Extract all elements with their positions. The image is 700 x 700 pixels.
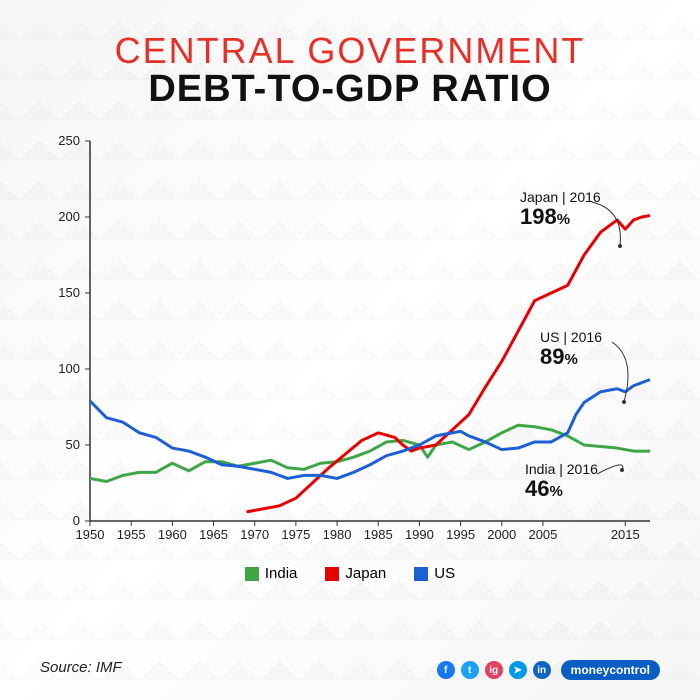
svg-text:150: 150 (58, 285, 80, 300)
callout-us: US | 201689% (540, 330, 602, 370)
svg-text:1995: 1995 (446, 527, 475, 542)
legend-swatch (325, 567, 339, 581)
svg-text:2015: 2015 (611, 527, 640, 542)
legend-item-us: US (414, 565, 455, 582)
svg-text:1970: 1970 (240, 527, 269, 542)
svg-text:1955: 1955 (117, 527, 146, 542)
svg-text:1975: 1975 (281, 527, 310, 542)
title-line-1: CENTRAL GOVERNMENT (40, 30, 660, 72)
svg-text:100: 100 (58, 361, 80, 376)
svg-text:2000: 2000 (487, 527, 516, 542)
legend: India Japan US (40, 565, 660, 582)
legend-label: US (434, 565, 455, 582)
telegram-icon: ➤ (509, 661, 527, 679)
footer-brand: ftig ➤ in moneycontrol (437, 660, 660, 680)
legend-swatch (414, 567, 428, 581)
legend-item-japan: Japan (325, 565, 386, 582)
brand-badge: moneycontrol (561, 660, 660, 680)
instagram-icon: ig (485, 661, 503, 679)
svg-text:1960: 1960 (158, 527, 187, 542)
legend-label: India (265, 565, 298, 582)
legend-swatch (245, 567, 259, 581)
title-line-2: DEBT-TO-GDP RATIO (40, 68, 660, 111)
callout-japan: Japan | 2016198% (520, 190, 601, 230)
twitter-icon: t (461, 661, 479, 679)
svg-text:1985: 1985 (364, 527, 393, 542)
svg-text:1965: 1965 (199, 527, 228, 542)
svg-text:250: 250 (58, 133, 80, 148)
svg-text:1950: 1950 (76, 527, 105, 542)
svg-text:2005: 2005 (528, 527, 557, 542)
source-text: Source: IMF (40, 659, 122, 676)
svg-text:0: 0 (73, 513, 80, 528)
facebook-icon: f (437, 661, 455, 679)
svg-text:1990: 1990 (405, 527, 434, 542)
linkedin-icon: in (533, 661, 551, 679)
svg-text:200: 200 (58, 209, 80, 224)
legend-label: Japan (345, 565, 386, 582)
svg-text:50: 50 (66, 437, 80, 452)
svg-text:1980: 1980 (323, 527, 352, 542)
callout-india: India | 201646% (525, 462, 598, 502)
legend-item-india: India (245, 565, 298, 582)
